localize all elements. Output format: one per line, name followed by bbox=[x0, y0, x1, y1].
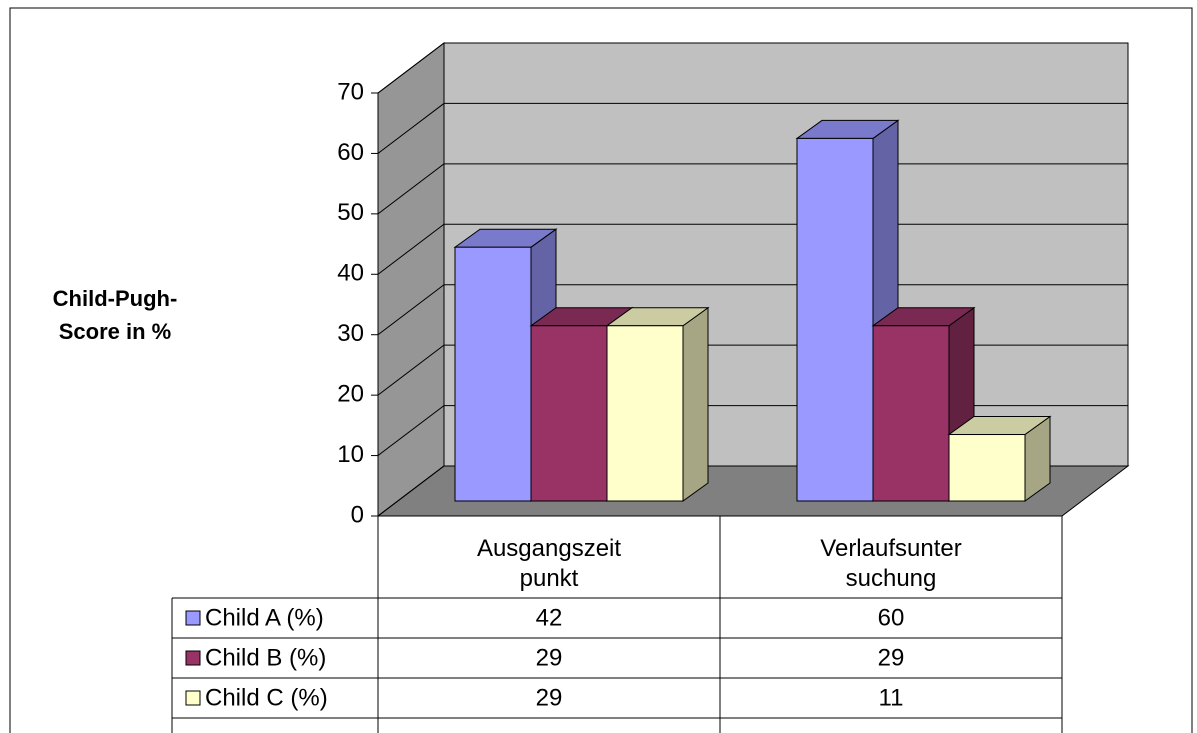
y-tick-label: 50 bbox=[337, 199, 364, 226]
table-value: 42 bbox=[536, 604, 563, 631]
table-value: 11 bbox=[879, 684, 904, 711]
grid-line bbox=[377, 163, 1128, 215]
legend-key bbox=[185, 690, 201, 706]
table-value: 60 bbox=[878, 604, 905, 631]
legend-label: Child C (%) bbox=[205, 684, 328, 711]
y-tick-label: 70 bbox=[337, 78, 364, 105]
bar bbox=[796, 137, 874, 502]
y-tick-label: 10 bbox=[337, 441, 364, 468]
legend-label: Child B (%) bbox=[205, 644, 326, 671]
bar bbox=[454, 246, 532, 502]
grid-line bbox=[377, 284, 1128, 336]
bar bbox=[530, 325, 608, 502]
y-axis-label: Child-Pugh-Score in % bbox=[53, 286, 178, 344]
bar-side bbox=[682, 306, 709, 502]
y-tick-label: 0 bbox=[351, 501, 364, 528]
bar bbox=[872, 325, 950, 502]
legend-label: Child A (%) bbox=[205, 604, 324, 631]
legend-key bbox=[185, 650, 201, 666]
bar bbox=[606, 325, 684, 502]
y-tick-label: 40 bbox=[337, 260, 364, 287]
legend-key bbox=[185, 610, 201, 626]
y-tick-label: 60 bbox=[337, 139, 364, 166]
x-tick-label: Verlaufsunter suchung bbox=[820, 535, 961, 592]
table-value: 29 bbox=[878, 644, 905, 671]
grid-line bbox=[377, 223, 1128, 275]
table-value: 29 bbox=[536, 644, 563, 671]
chart-frame bbox=[9, 7, 1193, 733]
y-tick-label: 20 bbox=[337, 380, 364, 407]
x-tick-label: Ausgangszeit punkt bbox=[477, 535, 621, 592]
y-tick-label: 30 bbox=[337, 320, 364, 347]
bar bbox=[948, 434, 1026, 502]
grid-line bbox=[377, 42, 1128, 94]
table-value: 29 bbox=[536, 684, 563, 711]
side-wall bbox=[377, 41, 445, 518]
grid-line bbox=[377, 102, 1128, 154]
